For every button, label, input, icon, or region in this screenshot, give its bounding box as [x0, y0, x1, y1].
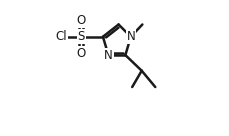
Text: S: S: [77, 30, 85, 43]
Text: O: O: [76, 47, 86, 60]
Text: O: O: [76, 14, 86, 27]
Text: N: N: [104, 49, 113, 62]
Text: Cl: Cl: [55, 30, 67, 43]
Text: N: N: [126, 30, 135, 43]
